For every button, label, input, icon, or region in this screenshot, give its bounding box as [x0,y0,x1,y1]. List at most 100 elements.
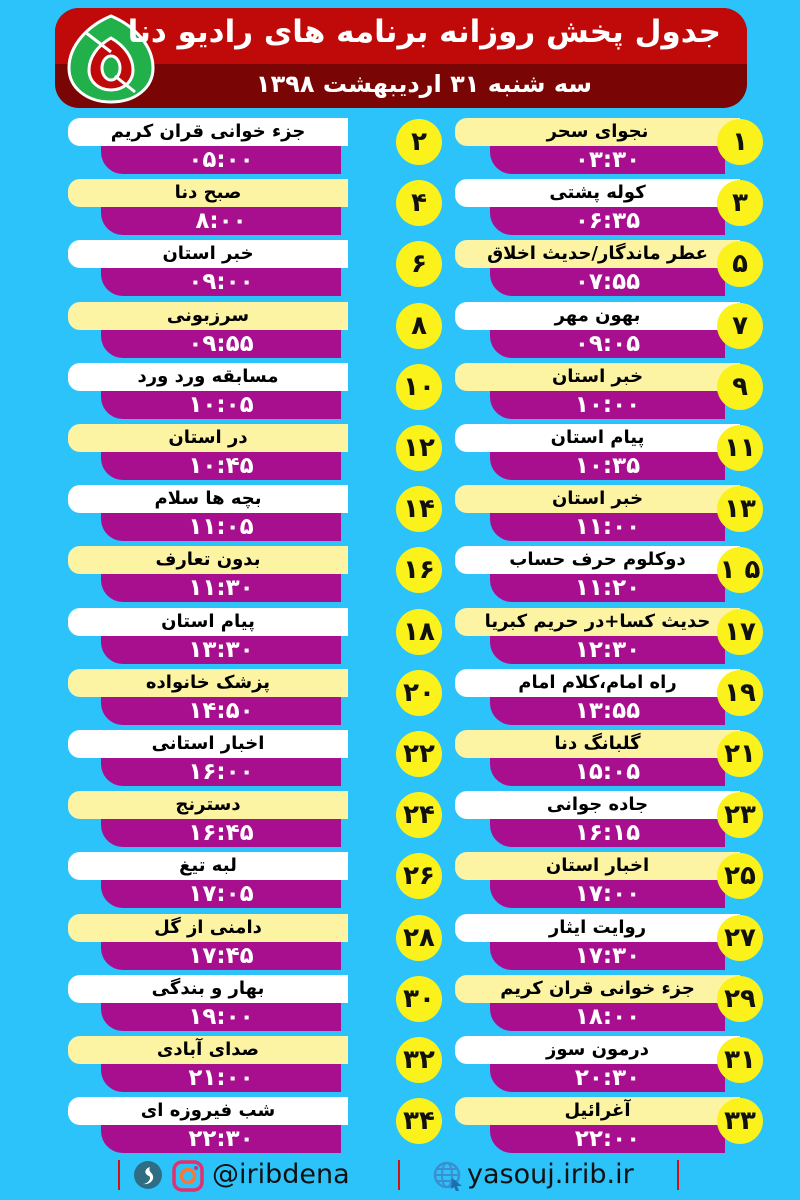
schedule-item: جزء خوانی قران کریم ۰۵:۰۰ ۲ [68,118,442,176]
schedule-item: اخبار استان ۱۷:۰۰ ۲۵ [455,852,775,910]
schedule-item: در استان ۱۰:۴۵ ۱۲ [68,424,442,482]
program-number: ۲۱ [717,731,763,777]
program-time: ۱۱:۳۰ [101,574,341,603]
schedule-item: آغرائیل ۲۲:۰۰ ۳۳ [455,1097,775,1155]
program-number: ۱ [717,119,763,165]
program-number: ۲۳ [717,792,763,839]
program-time: ۱۶:۰۰ [101,758,341,786]
program-title: دامنی از گل [68,913,348,942]
program-time: ۲۱:۰۰ [101,1064,341,1092]
schedule-item: پیام استان ۱۳:۳۰ ۱۸ [68,607,442,666]
program-number: ۱۰ [396,363,442,410]
program-time: ۸:۰۰ [101,207,341,236]
soroush-icon[interactable] [132,1160,164,1192]
schedule-item: کوله پشتی ۰۶:۳۵ ۳ [455,179,775,237]
program-number: ۲۸ [396,914,442,961]
program-time: ۱۰:۰۵ [101,390,341,419]
schedule-item: راه امام،کلام امام ۱۳:۵۵ ۱۹ [455,668,775,727]
program-title: خبر استان [68,240,348,269]
program-number: ۵ [717,241,763,288]
schedule-item: دوکلوم حرف حساب ۱۱:۲۰ ۱ ۵ [455,546,775,604]
program-number: ۳۲ [396,1037,442,1083]
program-title: خبر استان [455,485,740,514]
social-handle[interactable]: @iribdena [212,1159,350,1190]
schedule-item: پزشک خانواده ۱۴:۵۰ ۲۰ [68,668,442,727]
program-number: ۸ [396,302,442,349]
program-time: ۰۹:۰۰ [101,268,341,297]
program-time: ۱۱:۰۵ [101,513,341,542]
program-time: ۰۹:۰۵ [490,329,725,358]
divider [398,1160,400,1190]
program-title: پزشک خانواده [68,668,348,697]
program-title: آغرائیل [455,1097,740,1126]
page-title: جدول پخش روزانه برنامه های رادیو دنا [127,14,721,50]
program-title: خبر استان [455,362,740,391]
program-title: سرزبونی [68,301,348,330]
schedule-item: درمون سوز ۲۰:۳۰ ۳۱ [455,1036,775,1094]
footer: @iribdena yasouj.irib.ir [0,1158,800,1192]
program-title: نجوای سحر [455,118,740,146]
program-number: ۳۴ [396,1098,442,1145]
header-top [55,8,747,64]
schedule-item: پیام استان ۱۰:۳۵ ۱۱ [455,424,775,482]
program-time: ۱۱:۲۰ [490,574,725,603]
schedule-item: مسابقه ورد ورد ۱۰:۰۵ ۱۰ [68,362,442,421]
program-time: ۱۶:۱۵ [490,819,725,848]
program-title: لبه تیغ [68,852,348,881]
program-number: ۱۷ [717,608,763,655]
program-time: ۱۹:۰۰ [101,1002,341,1031]
program-number: ۱ ۵ [717,547,763,594]
program-title: صبح دنا [68,179,348,208]
schedule-item: لبه تیغ ۱۷:۰۵ ۲۶ [68,852,442,910]
program-number: ۱۹ [717,669,763,716]
program-number: ۷ [717,302,763,349]
program-number: ۲ [396,119,442,165]
program-time: ۱۰:۳۵ [490,452,725,480]
schedule-item: بهار و بندگی ۱۹:۰۰ ۳۰ [68,974,442,1033]
schedule-item: شب فیروزه ای ۲۲:۳۰ ۳۴ [68,1097,442,1155]
schedule-item: بچه ها سلام ۱۱:۰۵ ۱۴ [68,485,442,543]
program-time: ۱۸:۰۰ [490,1002,725,1031]
website-link[interactable]: yasouj.irib.ir [467,1159,634,1190]
program-time: ۱۱:۰۰ [490,513,725,542]
program-time: ۰۶:۳۵ [490,207,725,236]
program-title: کوله پشتی [455,179,740,208]
program-number: ۳۳ [717,1098,763,1145]
program-title: راه امام،کلام امام [455,668,740,697]
schedule-item: سرزبونی ۰۹:۵۵ ۸ [68,301,442,360]
schedule-item: دسترنج ۱۶:۴۵ ۲۴ [68,791,442,849]
globe-icon [433,1161,462,1191]
program-number: ۲۴ [396,792,442,839]
program-title: جاده جوانی [455,791,740,820]
program-number: ۲۲ [396,731,442,777]
program-title: پیام استان [68,607,348,636]
program-number: ۱۳ [717,486,763,533]
program-title: بهار و بندگی [68,974,348,1003]
header-banner: جدول پخش روزانه برنامه های رادیو دنا سه … [55,8,747,108]
instagram-icon[interactable] [172,1160,204,1192]
program-number: ۲۷ [717,914,763,961]
program-title: اخبار استانی [68,730,348,758]
program-number: ۶ [396,241,442,288]
program-title: دسترنج [68,791,348,820]
schedule-item: خبر استان ۱۱:۰۰ ۱۳ [455,485,775,543]
program-title: پیام استان [455,424,740,452]
program-title: جزء خوانی قران کریم [68,118,348,146]
program-number: ۱۲ [396,425,442,471]
program-time: ۱۰:۰۰ [490,390,725,419]
program-time: ۱۷:۰۰ [490,880,725,909]
schedule-date: سه شنبه ۳۱ اردیبهشت ۱۳۹۸ [255,70,592,98]
program-time: ۱۲:۳۰ [490,635,725,664]
program-title: اخبار استان [455,852,740,881]
program-time: ۱۶:۴۵ [101,819,341,848]
schedule-item: بدون تعارف ۱۱:۳۰ ۱۶ [68,546,442,604]
schedule-item: نجوای سحر ۰۳:۳۰ ۱ [455,118,775,176]
program-number: ۱۱ [717,425,763,471]
divider [677,1160,679,1190]
program-title: حدیث کسا+در حریم کبریا [455,607,740,636]
program-time: ۰۳:۳۰ [490,146,725,174]
program-time: ۱۴:۵۰ [101,696,341,725]
program-number: ۳ [717,180,763,227]
program-title: عطر ماندگار/حدیث اخلاق [455,240,740,269]
program-number: ۲۵ [717,853,763,900]
